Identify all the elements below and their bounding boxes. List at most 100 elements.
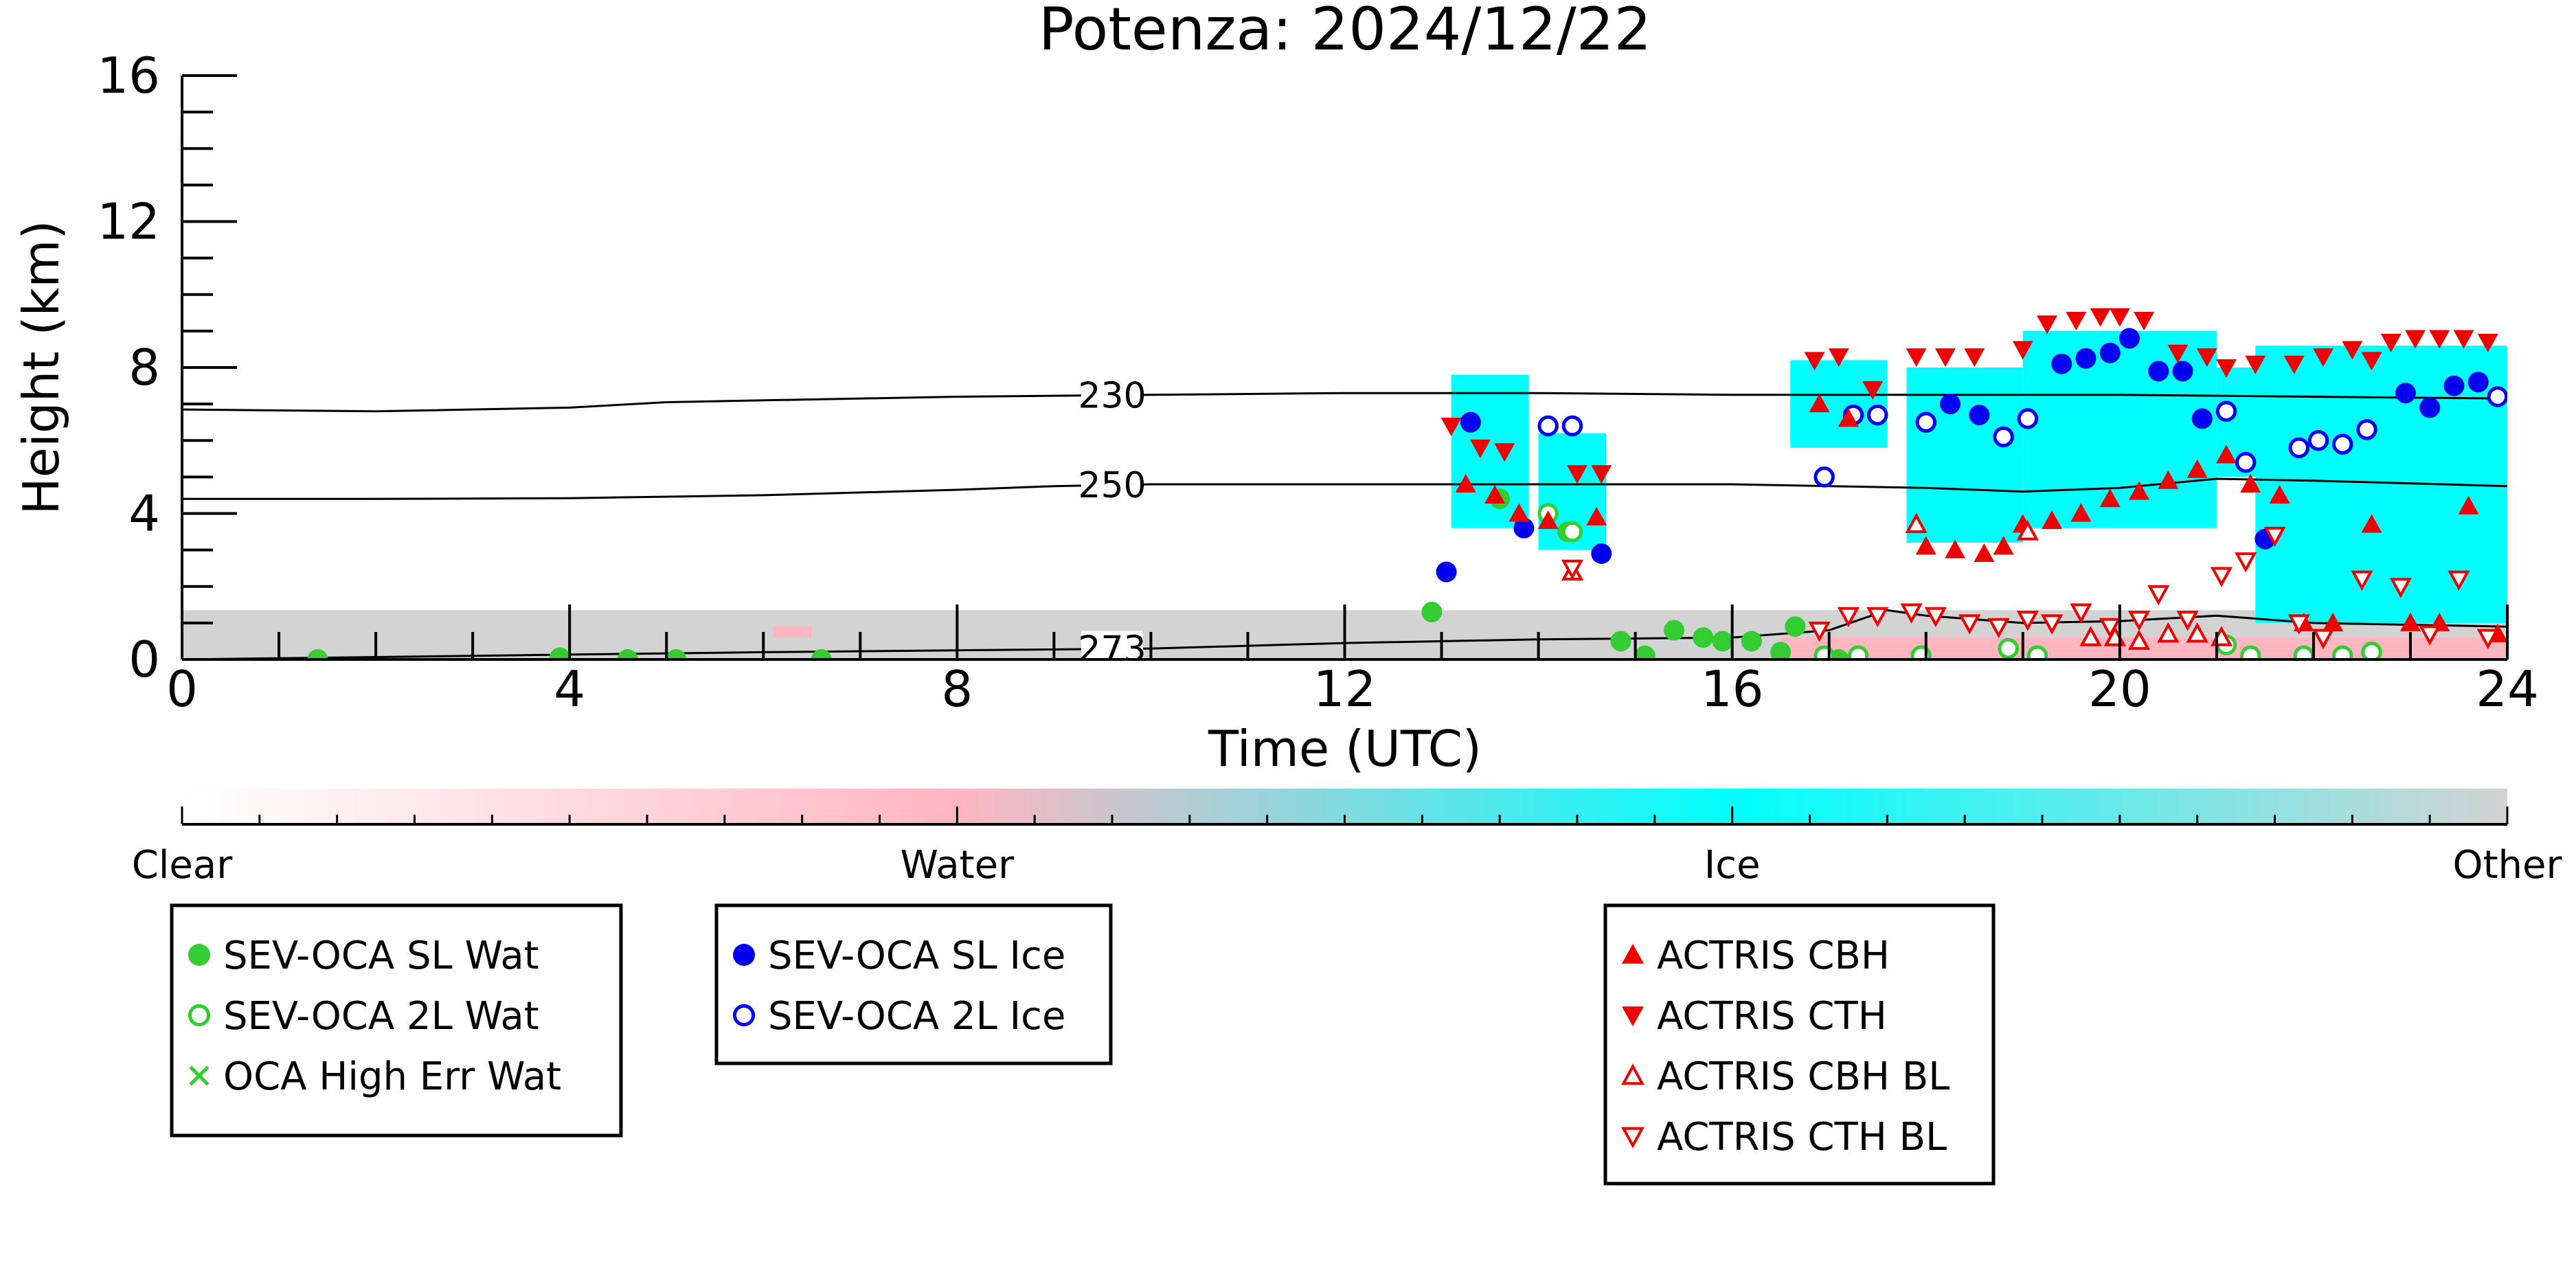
point-7-7 xyxy=(2186,622,2208,643)
point-6-25 xyxy=(2380,333,2402,352)
point-8-21 xyxy=(2389,578,2412,598)
point-1-10 xyxy=(2331,645,2353,659)
point-3-6 xyxy=(2051,353,2072,374)
y-tick-label-16: 16 xyxy=(97,47,160,104)
point-5-14 xyxy=(2099,488,2121,508)
point-8-4 xyxy=(1900,603,1923,624)
colorbar-label-other: Other xyxy=(2452,843,2562,888)
point-1-6 xyxy=(2026,645,2048,659)
point-5-7 xyxy=(1915,536,1936,555)
point-8-22 xyxy=(2419,625,2441,646)
point-3-7 xyxy=(2075,348,2097,369)
series-sev-oca-2l-ice xyxy=(1537,386,2507,488)
point-5-17 xyxy=(2187,459,2208,478)
point-8-17 xyxy=(2263,526,2286,547)
point-6-15 xyxy=(2109,308,2130,327)
point-7-2 xyxy=(2016,520,2039,541)
point-0-4 xyxy=(811,649,832,659)
point-4-13 xyxy=(2356,419,2377,440)
point-8-15 xyxy=(2210,567,2233,587)
x-tick-label-16: 16 xyxy=(1701,660,1764,718)
point-6-6 xyxy=(1828,348,1849,368)
point-5-20 xyxy=(2269,484,2290,504)
axes: 0 4 8 12 16 0 4 8 12 16 20 24 xyxy=(97,47,2538,718)
chart-title: Potenza: 2024/12/22 xyxy=(1039,0,1651,64)
point-4-14 xyxy=(2487,386,2507,407)
point-0-1 xyxy=(550,647,571,659)
contour-label-bg-230 xyxy=(1081,377,1143,412)
point-1-11 xyxy=(2361,642,2382,659)
point-5-0 xyxy=(1455,474,1476,493)
point-1-8 xyxy=(2239,645,2261,659)
point-8-0 xyxy=(1561,559,1584,580)
point-8-23 xyxy=(2448,570,2470,591)
point-0-5 xyxy=(1421,601,1443,622)
x-tick-label-0: 0 xyxy=(166,660,198,718)
point-4-8 xyxy=(2215,400,2237,422)
point-4-9 xyxy=(2235,451,2257,473)
point-0-12 xyxy=(1712,631,1733,652)
point-6-11 xyxy=(2012,341,2033,360)
point-8-24 xyxy=(2476,629,2499,650)
point-6-10 xyxy=(1964,348,1985,368)
point-6-18 xyxy=(2196,348,2217,368)
point-8-12 xyxy=(2127,611,2151,631)
point-8-19 xyxy=(2312,629,2335,650)
x-tick-label-24: 24 xyxy=(2476,660,2539,718)
point-8-7 xyxy=(1987,618,2010,639)
legend-marker-2-1 xyxy=(733,944,755,966)
legend-label-2-1: SEV-OCA SL Ice xyxy=(768,934,1065,978)
point-5-19 xyxy=(2240,474,2261,493)
point-4-4 xyxy=(1866,404,1888,426)
legend-marker-3-3 xyxy=(1621,1063,1645,1085)
point-1-5 xyxy=(1998,637,2019,659)
point-8-8 xyxy=(2016,611,2039,631)
x-tick-label-20: 20 xyxy=(2088,660,2151,718)
point-3-10 xyxy=(2148,361,2169,382)
point-3-0 xyxy=(1436,561,1457,583)
point-0-8 xyxy=(1610,631,1631,652)
point-6-29 xyxy=(2477,333,2498,352)
point-1-9 xyxy=(2293,645,2315,659)
point-5-24 xyxy=(2399,612,2421,631)
point-8-18 xyxy=(2287,614,2310,635)
point-8-6 xyxy=(1958,614,1981,635)
point-6-17 xyxy=(2167,344,2189,363)
point-5-2 xyxy=(1509,503,1530,522)
point-5-12 xyxy=(2042,510,2063,530)
point-6-0 xyxy=(1440,418,1462,436)
x-tick-label-12: 12 xyxy=(1313,660,1377,718)
contour-label-bg-250 xyxy=(1081,467,1143,502)
point-8-5 xyxy=(1924,607,1947,628)
legend-marker-3-4 xyxy=(1621,1127,1645,1149)
point-4-7 xyxy=(2017,408,2039,429)
x-tick-label-4: 4 xyxy=(554,660,585,718)
point-4-2 xyxy=(1814,466,1835,488)
legend-box-1: SEV-OCA SL Wat SEV-OCA 2L Wat OCA High Err… xyxy=(170,903,623,1138)
point-7-3 xyxy=(2079,626,2102,646)
series-actris-cbh xyxy=(1455,394,2507,642)
point-6-21 xyxy=(2283,355,2305,374)
series-actris-cth-bl xyxy=(1561,526,2499,650)
point-6-7 xyxy=(1862,381,1884,400)
point-5-18 xyxy=(2215,444,2237,464)
y-tick-label-0: 0 xyxy=(128,631,160,688)
point-5-4 xyxy=(1586,506,1607,526)
point-6-20 xyxy=(2245,355,2266,374)
point-4-6 xyxy=(1993,426,2014,448)
point-0-10 xyxy=(1664,620,1685,641)
y-tick-label-4: 4 xyxy=(128,485,160,543)
y-tick-label-8: 8 xyxy=(128,339,160,396)
point-6-2 xyxy=(1494,443,1515,462)
legend-frame-2 xyxy=(714,903,1113,1065)
point-6-28 xyxy=(2453,330,2474,349)
point-5-3 xyxy=(1537,510,1559,530)
contour-230 xyxy=(182,392,2507,413)
point-0-2 xyxy=(617,649,638,659)
point-3-3 xyxy=(1591,543,1612,564)
point-6-27 xyxy=(2429,330,2450,349)
point-8-13 xyxy=(2147,585,2170,606)
legend-box-3: ACTRIS CBH ACTRIS CTH ACTRIS CBH BL ACTRIS … xyxy=(1603,903,1996,1186)
point-5-6 xyxy=(1838,408,1859,427)
